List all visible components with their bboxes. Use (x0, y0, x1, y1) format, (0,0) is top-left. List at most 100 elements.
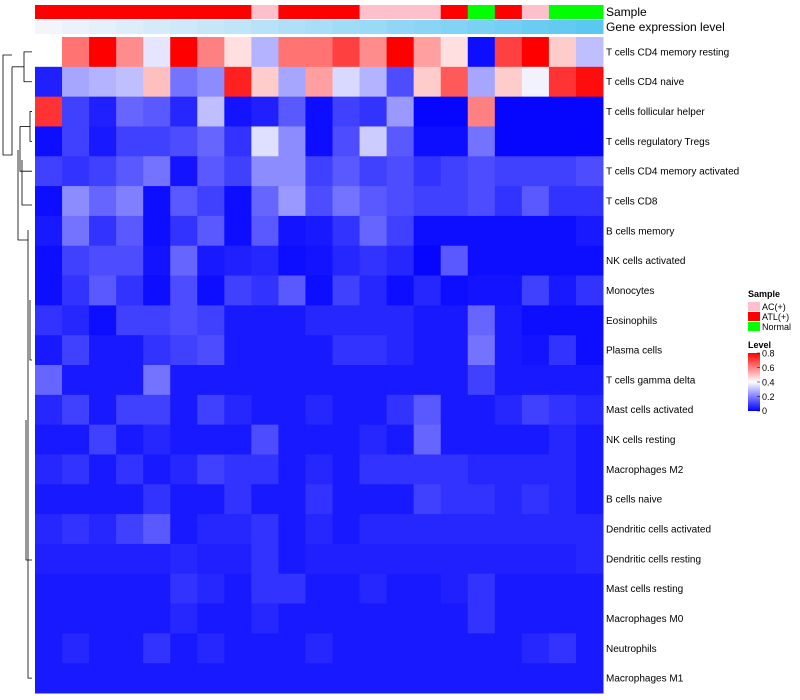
heatmap-cell (35, 126, 63, 157)
heatmap-cell (413, 454, 442, 485)
heatmap-cell (143, 215, 171, 247)
heatmap-cell (521, 215, 550, 247)
heatmap-cell (62, 275, 90, 306)
heatmap-cell (251, 484, 279, 515)
expression-annotation-cell (251, 20, 279, 34)
heatmap-cell (359, 633, 388, 664)
heatmap-cell (332, 663, 361, 694)
heatmap-cell (170, 215, 198, 247)
heatmap-cell (278, 126, 306, 157)
heatmap-cell (332, 96, 361, 127)
heatmap-cell (575, 335, 604, 366)
heatmap-cell (413, 66, 442, 98)
heatmap-cell (575, 156, 604, 187)
heatmap-cell (116, 215, 144, 247)
expression-annotation-cell (143, 20, 171, 34)
heatmap-cell (413, 245, 442, 277)
heatmap-cell (305, 663, 334, 694)
heatmap-cell (251, 603, 279, 634)
heatmap-cell (305, 484, 334, 515)
legend-sample-title: Sample (748, 289, 780, 299)
heatmap-cell (332, 484, 361, 515)
heatmap-cell (197, 633, 225, 664)
heatmap-cell (494, 514, 523, 545)
heatmap-cell (89, 484, 117, 515)
heatmap-cell (143, 275, 171, 306)
heatmap-cell (143, 126, 171, 157)
expression-annotation-cell (89, 20, 117, 34)
legend-sample-label: ATL(+) (762, 312, 789, 322)
heatmap-cell (224, 305, 252, 336)
heatmap-cell (116, 514, 144, 545)
heatmap-cell (494, 66, 523, 98)
legend-level-tick-label: 0.6 (762, 363, 775, 373)
heatmap-cell (575, 394, 604, 426)
heatmap-cell (575, 96, 604, 127)
heatmap-cell (143, 543, 171, 575)
heatmap-cell (278, 156, 306, 187)
row-label: T cells CD4 naive (606, 77, 685, 88)
heatmap-cells (35, 37, 604, 694)
dendrogram-branch (29, 111, 32, 142)
heatmap-cell (359, 66, 388, 98)
heatmap-cell (521, 66, 550, 98)
heatmap-cell (305, 573, 334, 605)
dendrogram-branch (21, 160, 32, 206)
heatmap-cell (143, 186, 171, 217)
heatmap-cell (521, 275, 550, 306)
heatmap-cell (548, 365, 577, 396)
heatmap-cell (62, 215, 90, 247)
heatmap-cell (386, 66, 415, 98)
heatmap-cell (548, 484, 577, 515)
heatmap-cell (413, 484, 442, 515)
heatmap-cell (548, 454, 577, 485)
heatmap-cell (224, 394, 252, 426)
expression-annotation-cell (413, 20, 442, 34)
legend-level-tick-label: 0.4 (762, 378, 775, 388)
heatmap-cell (62, 484, 90, 515)
row-label: Eosinophils (606, 316, 657, 327)
heatmap-cell (251, 514, 279, 545)
heatmap-cell (575, 365, 604, 396)
heatmap-cell (170, 603, 198, 634)
heatmap-cell (413, 186, 442, 217)
heatmap-cell (359, 335, 388, 366)
heatmap-cell (35, 454, 63, 485)
heatmap-cell (62, 633, 90, 664)
heatmap-cell (386, 663, 415, 694)
heatmap-cell (413, 365, 442, 396)
heatmap-cell (89, 245, 117, 277)
heatmap-cell (386, 484, 415, 515)
heatmap-cell (62, 37, 90, 68)
heatmap-cell (386, 96, 415, 127)
heatmap-cell (278, 66, 306, 98)
heatmap-cell (467, 603, 496, 634)
heatmap-cell (116, 573, 144, 605)
heatmap-cell (116, 245, 144, 277)
heatmap-cell (386, 603, 415, 634)
heatmap-cell (35, 305, 63, 336)
heatmap-cell (143, 96, 171, 127)
heatmap-cell (494, 603, 523, 634)
expression-annotation-cell (386, 20, 415, 34)
heatmap-cell (440, 633, 469, 664)
heatmap-cell (197, 186, 225, 217)
heatmap-cell (197, 454, 225, 485)
heatmap-cell (143, 573, 171, 605)
heatmap-cell (224, 543, 252, 575)
heatmap-cell (89, 663, 117, 694)
heatmap-cell (278, 215, 306, 247)
heatmap-cell (548, 156, 577, 187)
expression-annotation-cell (278, 20, 306, 34)
heatmap-cell (413, 633, 442, 664)
heatmap-cell (386, 573, 415, 605)
heatmap-cell (62, 66, 90, 98)
heatmap-cell (548, 66, 577, 98)
heatmap-cell (305, 633, 334, 664)
heatmap-cell (62, 365, 90, 396)
legend-sample-label: AC(+) (762, 302, 786, 312)
heatmap-cell (575, 126, 604, 157)
heatmap-cell (224, 66, 252, 98)
sample-annotation-cell (278, 5, 306, 19)
